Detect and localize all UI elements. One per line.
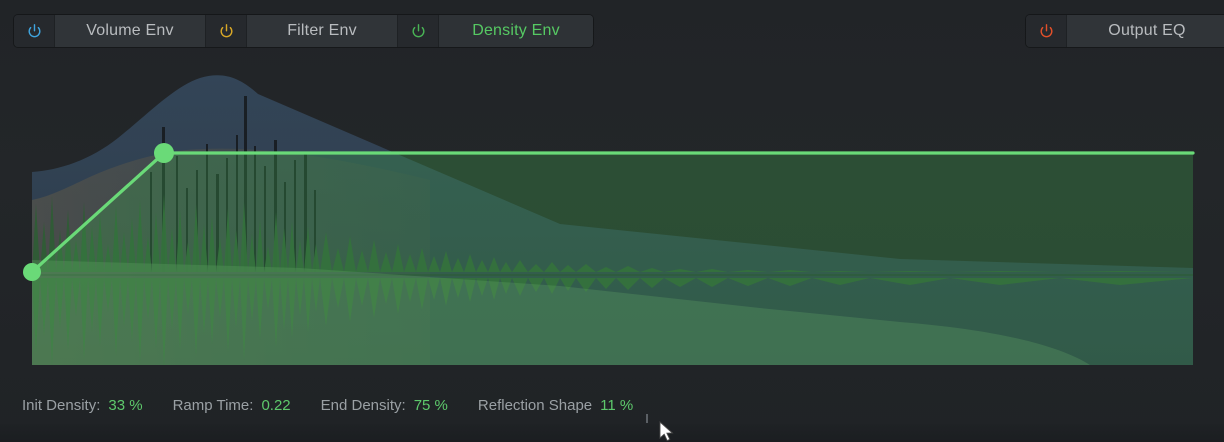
waveform-display <box>32 96 1193 365</box>
parameter-row: Init Density: 33 % Ramp Time: 0.22 End D… <box>0 388 1224 422</box>
text-caret <box>646 414 648 423</box>
param-init-density-value[interactable]: 33 % <box>108 396 143 414</box>
envelope-tab-group: Volume Env Filter Env <box>14 15 593 47</box>
param-end-density-value[interactable]: 75 % <box>413 396 448 414</box>
power-icon <box>218 23 235 40</box>
waveform-lower <box>32 278 1193 365</box>
power-icon <box>26 23 43 40</box>
power-icon <box>410 23 427 40</box>
tab-volume-env-label: Volume Env <box>86 22 174 39</box>
bottom-strip <box>0 424 1224 442</box>
param-init-density-label: Init Density: <box>22 396 101 414</box>
envelope-area <box>32 153 1193 365</box>
output-eq-power-button[interactable] <box>1026 15 1067 47</box>
reflection-shape-band <box>32 260 1090 365</box>
envelope-fill-group <box>32 153 1193 365</box>
param-reflection-shape-label: Reflection Shape <box>477 396 593 414</box>
param-reflection-shape-value[interactable]: 11 % <box>600 396 634 414</box>
tab-output-eq-label: Output EQ <box>1108 22 1186 39</box>
envelope-node-ramp <box>154 143 174 163</box>
param-end-density[interactable]: End Density: 75 % <box>321 397 448 414</box>
waveform-upper <box>32 194 1193 272</box>
param-ramp-time-value[interactable]: 0.22 <box>261 396 291 414</box>
param-init-density[interactable]: Init Density: 33 % <box>22 397 143 414</box>
param-ramp-time[interactable]: Ramp Time: 0.22 <box>173 397 291 414</box>
waveform-dark-spikes <box>150 96 316 272</box>
envelope-node-init <box>23 263 41 281</box>
filter-env-power-button[interactable] <box>206 15 247 47</box>
envelope-curve[interactable] <box>23 143 1195 281</box>
tab-bar: Volume Env Filter Env <box>0 0 1224 54</box>
output-eq-tab-group: Output EQ <box>1026 15 1224 47</box>
tab-density-env-label: Density Env <box>472 22 560 39</box>
tab-filter-env-label: Filter Env <box>287 22 357 39</box>
tab-volume-env[interactable]: Volume Env <box>55 15 206 47</box>
param-end-density-label: End Density: <box>320 396 406 414</box>
density-envelope-plot[interactable] <box>0 54 1224 384</box>
tab-density-env[interactable]: Density Env <box>439 15 593 47</box>
param-reflection-shape[interactable]: Reflection Shape 11 % <box>478 397 633 414</box>
tab-output-eq[interactable]: Output EQ <box>1067 15 1224 47</box>
volume-env-power-button[interactable] <box>14 15 55 47</box>
param-ramp-time-label: Ramp Time: <box>172 396 254 414</box>
tab-filter-env[interactable]: Filter Env <box>247 15 398 47</box>
density-env-power-button[interactable] <box>398 15 439 47</box>
power-icon <box>1038 23 1055 40</box>
